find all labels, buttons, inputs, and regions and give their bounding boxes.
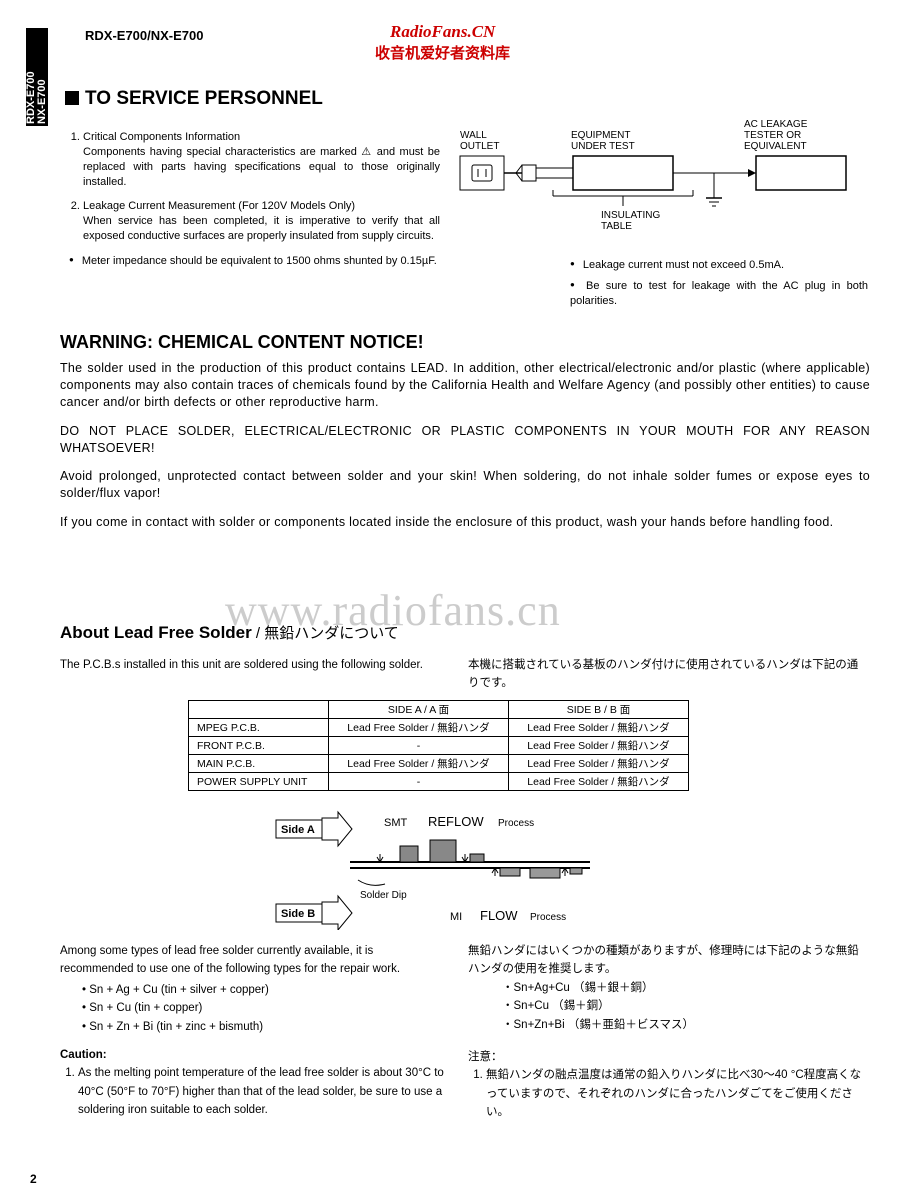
caution1-jp: 無鉛ハンダの融点温度は通常の鉛入りハンダに比べ30～40 °C程度高くなっていま…	[486, 1066, 868, 1121]
item2-body: When service has been completed, it is i…	[83, 215, 440, 242]
lf-rec-en: Among some types of lead free solder cur…	[60, 942, 445, 979]
page-number: 2	[30, 1172, 37, 1186]
solder-table: SIDE A / A 面SIDE B / B 面 MPEG P.C.B.Lead…	[188, 700, 689, 791]
svg-text:Process: Process	[498, 818, 534, 829]
svg-text:EQUIVALENT: EQUIVALENT	[744, 141, 807, 152]
svg-text:Side A: Side A	[281, 824, 315, 836]
svg-text:REFLOW: REFLOW	[428, 814, 484, 829]
bullet-left: Meter impedance should be equivalent to …	[69, 254, 440, 269]
item2-title: Leakage Current Measurement (For 120V Mo…	[83, 200, 355, 212]
bullet-r1: Leakage current must not exceed 0.5mA.	[570, 258, 868, 273]
warning-p4: If you come in contact with solder or co…	[60, 514, 870, 531]
svg-text:TABLE: TABLE	[601, 221, 632, 232]
caution-label: Caution:	[60, 1046, 445, 1064]
svg-text:AC LEAKAGE: AC LEAKAGE	[744, 119, 808, 130]
left-column: Critical Components Information Componen…	[65, 130, 440, 279]
item1-title: Critical Components Information	[83, 131, 240, 143]
th-a: SIDE A / A 面	[329, 701, 509, 719]
bullet-r2: Be sure to test for leakage with the AC …	[570, 279, 868, 309]
svg-text:OUTLET: OUTLET	[460, 141, 499, 152]
svg-text:EQUIPMENT: EQUIPMENT	[571, 130, 630, 141]
sidetab-model2: NX-E700	[36, 79, 48, 124]
svg-text:FLOW: FLOW	[480, 908, 518, 923]
lf-title-jp: / 無鉛ハンダについて	[252, 625, 399, 642]
right-bullets: Leakage current must not exceed 0.5mA. B…	[570, 258, 868, 315]
warning-p1: The solder used in the production of thi…	[60, 360, 870, 411]
th-b: SIDE B / B 面	[509, 701, 689, 719]
process-diagram: Side A SMT REFLOW Process Solder Dip Sid…	[270, 810, 650, 930]
warning-body: The solder used in the production of thi…	[60, 360, 870, 543]
leakage-diagram: WALL OUTLET EQUIPMENT UNDER TEST AC LEAK…	[458, 118, 873, 268]
svg-text:TESTER OR: TESTER OR	[744, 130, 801, 141]
lf-intro-en: The P.C.B.s installed in this unit are s…	[60, 656, 445, 674]
section-title-text: TO SERVICE PERSONNEL	[85, 88, 323, 109]
svg-text:MI: MI	[450, 911, 462, 923]
svg-text:Side B: Side B	[281, 908, 315, 920]
caution1-en: As the melting point temperature of the …	[78, 1064, 445, 1119]
svg-text:UNDER TEST: UNDER TEST	[571, 141, 635, 152]
caution-jp-label: 注意：	[468, 1048, 868, 1066]
svg-text:INSULATING: INSULATING	[601, 210, 660, 221]
side-tab: RDX-E700 NX-E700	[26, 28, 48, 126]
lf-bottom-left: Among some types of lead free solder cur…	[60, 942, 445, 1120]
header-model: RDX-E700/NX-E700	[85, 28, 204, 43]
warning-p3: Avoid prolonged, unprotected contact bet…	[60, 468, 870, 502]
svg-text:Process: Process	[530, 912, 566, 923]
section-title: TO SERVICE PERSONNEL	[65, 88, 323, 110]
svg-text:WALL: WALL	[460, 130, 487, 141]
watermark-site: RadioFans.CN	[390, 22, 495, 42]
leadfree-title: About Lead Free Solder / 無鉛ハンダについて	[60, 622, 399, 643]
lf-bottom-right: 無鉛ハンダにはいくつかの種類がありますが、修理時には下記のような無鉛ハンダの使用…	[468, 942, 868, 1122]
lf-title-en: About Lead Free Solder	[60, 623, 252, 642]
svg-text:Solder Dip: Solder Dip	[360, 890, 407, 901]
watermark-cn: 收音机爱好者资料库	[375, 42, 510, 63]
item1-body: Components having special characteristic…	[83, 146, 440, 188]
svg-text:SMT: SMT	[384, 817, 408, 829]
lf-intro-jp: 本機に搭載されている基板のハンダ付けに使用されているハンダは下記の通りです。	[468, 656, 868, 693]
lf-rec-jp: 無鉛ハンダにはいくつかの種類がありますが、修理時には下記のような無鉛ハンダの使用…	[468, 942, 868, 979]
warning-title: WARNING: CHEMICAL CONTENT NOTICE!	[60, 332, 424, 353]
warning-p2: DO NOT PLACE SOLDER, ELECTRICAL/ELECTRON…	[60, 423, 870, 457]
